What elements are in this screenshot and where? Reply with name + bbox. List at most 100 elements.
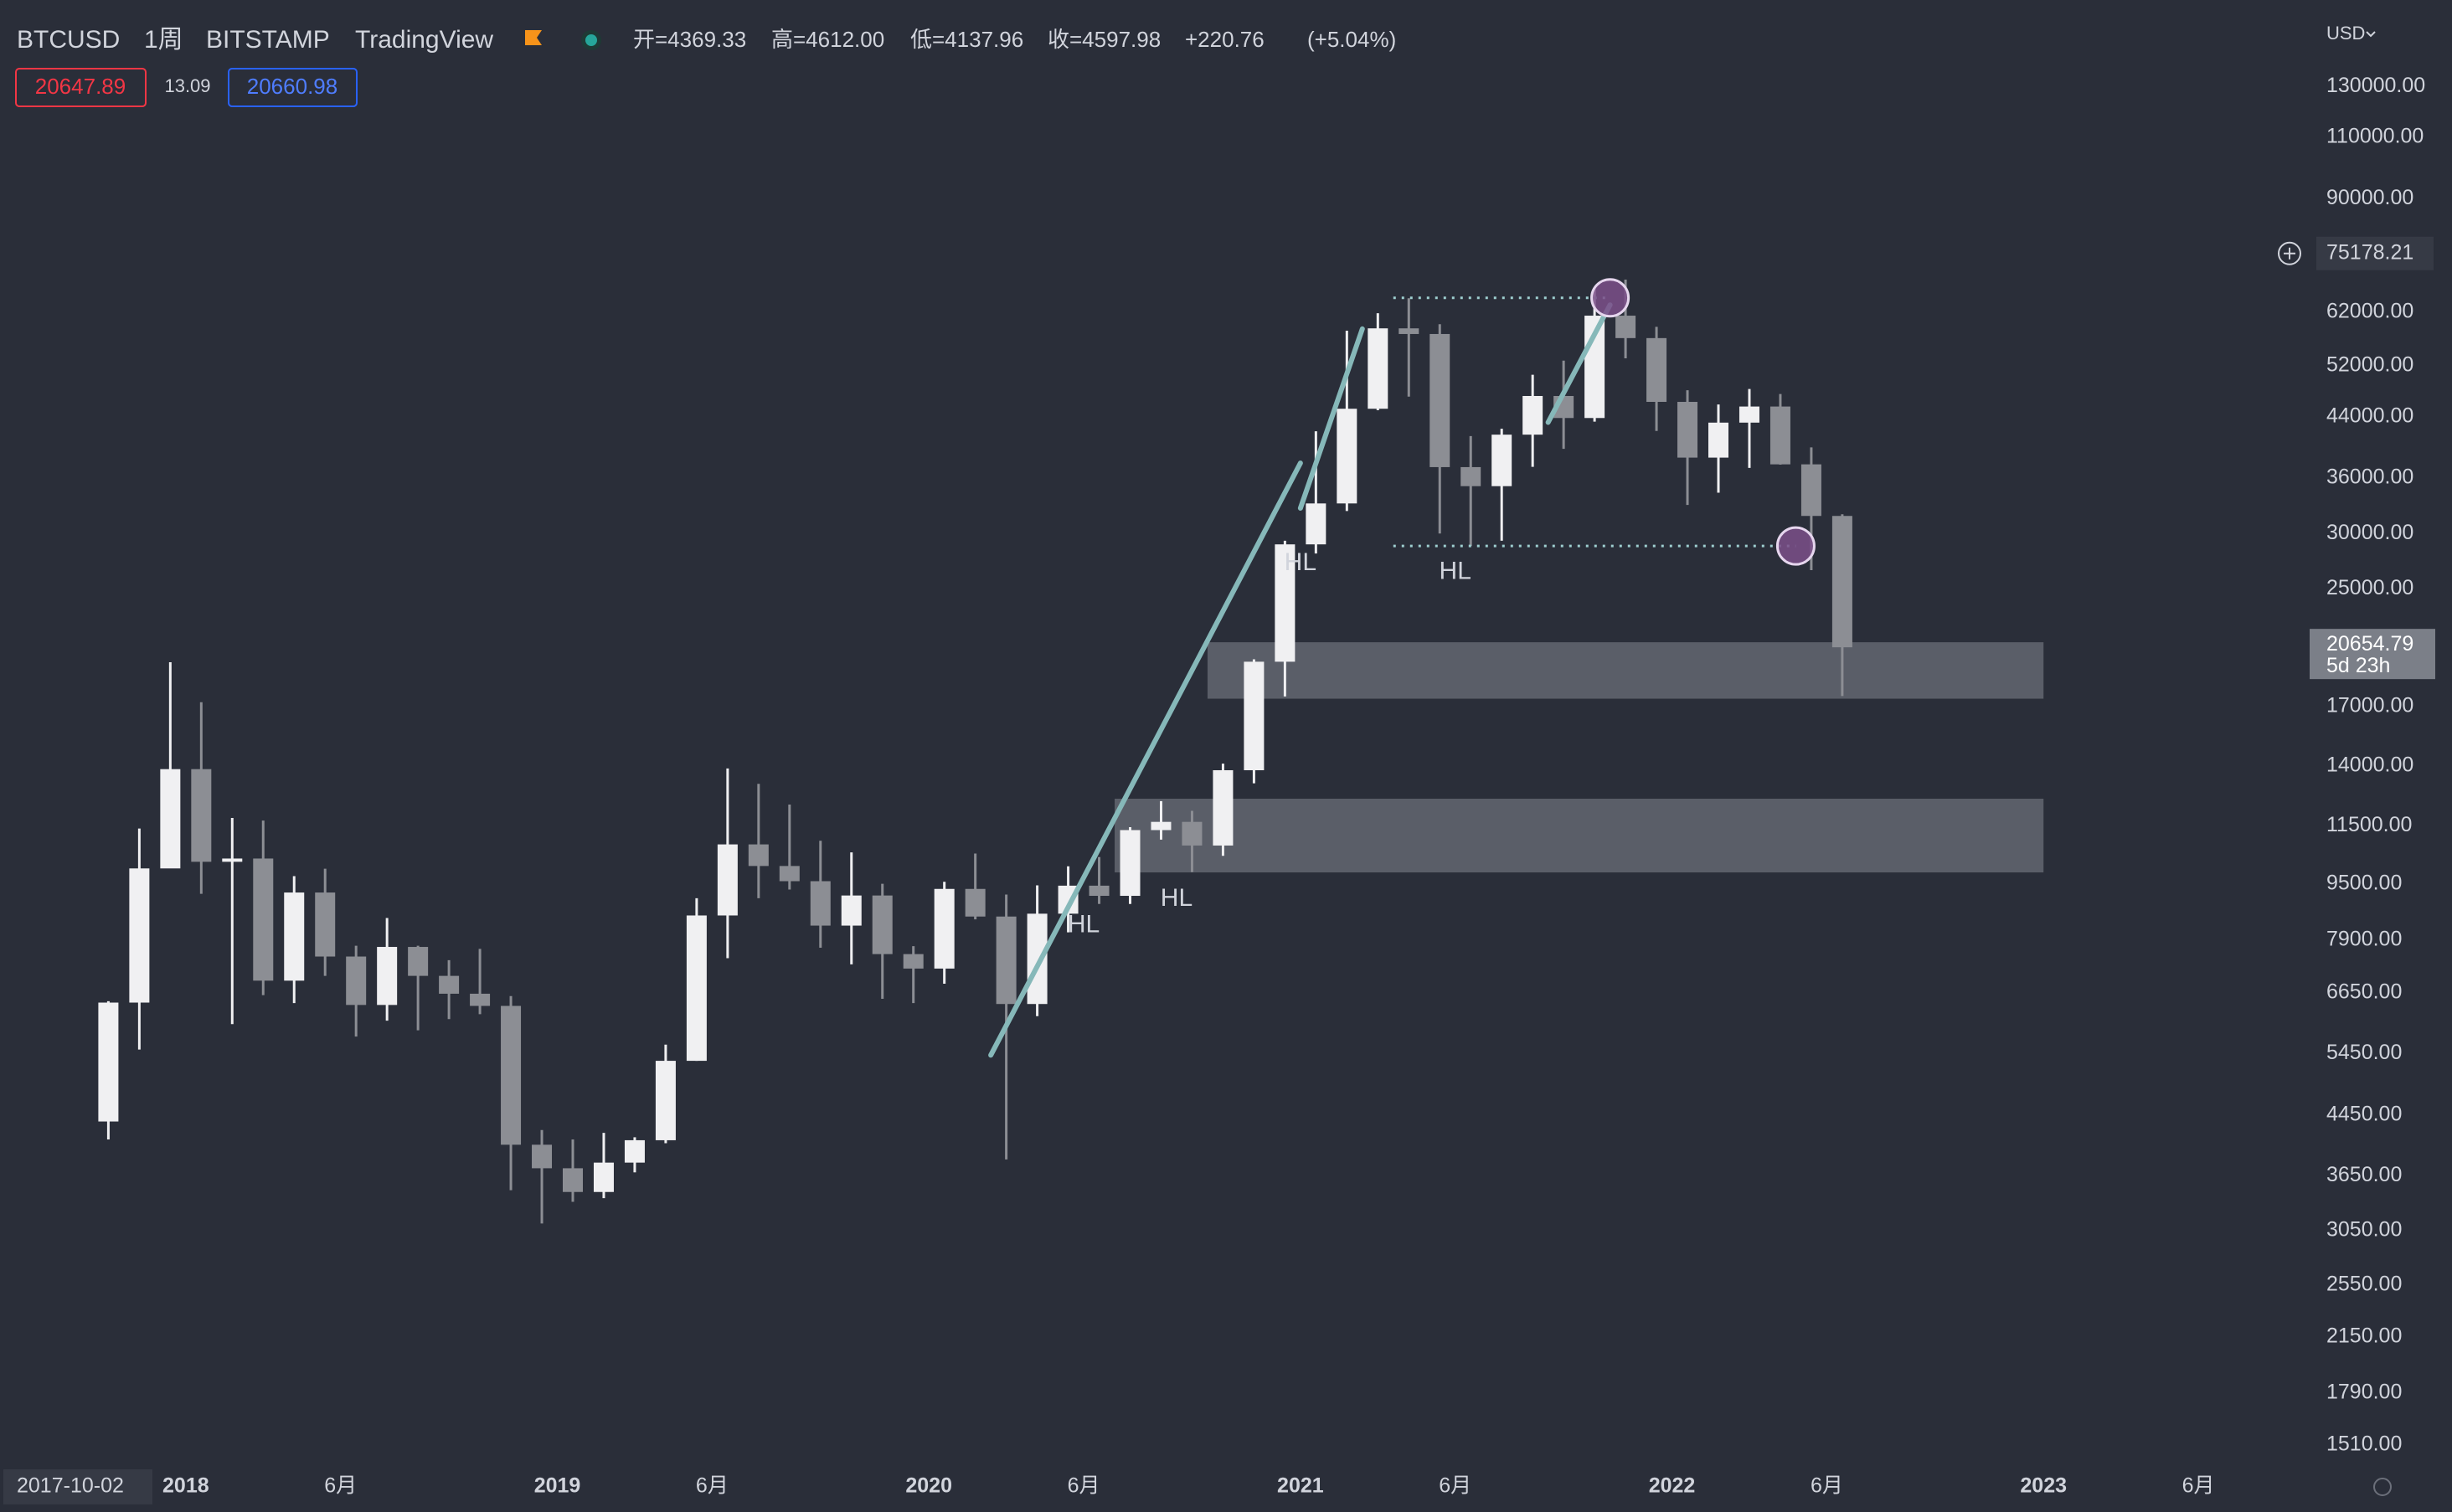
annotation-label: HL [1161, 884, 1193, 912]
candle-body [810, 881, 831, 926]
y-tick-label: 1790.00 [2326, 1380, 2402, 1403]
y-tick-label: 30000.00 [2326, 521, 2413, 544]
crosshair-price: 75178.21 [2326, 240, 2413, 264]
x-tick-label: 6月 [696, 1474, 729, 1498]
marker [1775, 526, 1816, 566]
y-tick-label: 14000.00 [2326, 753, 2413, 776]
x-tick-label: 6月 [324, 1474, 357, 1498]
symbol[interactable]: BTCUSD [17, 26, 120, 54]
y-tick-label: 36000.00 [2326, 465, 2413, 488]
bid-box[interactable] [15, 68, 147, 107]
candle-body [1244, 661, 1265, 771]
candle-body [222, 858, 243, 862]
candle-body [1646, 337, 1667, 403]
y-tick-label: 9500.00 [2326, 872, 2402, 895]
settings-icon[interactable] [2373, 1478, 2392, 1496]
candle-body [1275, 544, 1296, 662]
candle-body [1800, 464, 1821, 517]
add-alert-plus [2284, 247, 2295, 260]
y-tick-label: 90000.00 [2326, 186, 2413, 209]
candle-body [841, 895, 862, 926]
y-tick-label: 3050.00 [2326, 1217, 2402, 1241]
candle-body [284, 892, 305, 981]
currency[interactable]: USD [2326, 23, 2365, 44]
price-zone [1115, 798, 2044, 873]
last-price: 20654.79 [2326, 632, 2413, 656]
y-tick-label: 17000.00 [2326, 694, 2413, 717]
candle-body [1615, 316, 1636, 338]
marker [1590, 278, 1630, 318]
exchange: BITSTAMP [206, 26, 330, 54]
candle-body [996, 916, 1017, 1005]
candle-body [160, 769, 181, 869]
ask-box[interactable] [228, 68, 358, 107]
candle-body [377, 947, 398, 1005]
candle-body [1429, 333, 1450, 467]
currency-caret[interactable] [2366, 31, 2376, 38]
source: TradingView [355, 26, 493, 54]
candle-body [686, 915, 707, 1062]
ohlc-legend: 开=4369.33 [633, 27, 746, 52]
candle-body [1182, 821, 1203, 846]
interval[interactable]: 1周 [144, 26, 183, 54]
y-tick-label: 11500.00 [2326, 813, 2412, 836]
flag-icon[interactable] [525, 30, 542, 45]
candle-body [470, 993, 491, 1006]
y-tick-label: 110000.00 [2326, 125, 2424, 148]
annotation-label: HL [1285, 548, 1316, 576]
add-alert-icon[interactable] [2278, 241, 2301, 265]
candle-body [1708, 422, 1728, 458]
candle-body [346, 956, 367, 1005]
candle-body [315, 892, 336, 957]
y-tick-label: 130000.00 [2326, 74, 2425, 97]
x-tick-label: 6月 [2182, 1474, 2215, 1498]
x-tick-label: 2019 [534, 1474, 581, 1498]
x-tick-label: 2022 [1649, 1474, 1696, 1498]
candle-body [965, 888, 986, 917]
candle-body [563, 1168, 583, 1192]
last-price-bg [2310, 629, 2435, 680]
bid[interactable]: 20647.89 [35, 74, 126, 99]
candle-body [872, 895, 893, 954]
candle-body [1337, 409, 1357, 504]
candle-body [191, 769, 212, 862]
y-tick-label: 7900.00 [2326, 928, 2402, 951]
candle-body [1089, 885, 1110, 897]
candle-body [624, 1139, 645, 1163]
y-tick-label: 2150.00 [2326, 1324, 2402, 1348]
y-tick-label: 52000.00 [2326, 353, 2413, 377]
spread: 13.09 [164, 75, 210, 96]
candle-body [439, 975, 460, 994]
ohlc-legend: 低=4137.96 [910, 27, 1023, 52]
candle-body [129, 868, 150, 1003]
candle-body [1213, 770, 1234, 846]
cursor-date: 2017-10-02 [17, 1474, 124, 1498]
candle-body [1027, 913, 1048, 1005]
ask[interactable]: 20660.98 [247, 74, 337, 99]
trend-line [1545, 302, 1613, 425]
y-tick-label: 2550.00 [2326, 1272, 2402, 1295]
trend-line [988, 460, 1303, 1058]
y-tick-label: 4450.00 [2326, 1103, 2402, 1126]
countdown: 5d 23h [2326, 654, 2390, 677]
y-tick-label: 62000.00 [2326, 300, 2413, 323]
candle-body [717, 844, 738, 916]
ohlc-legend: 收=4597.98 [1048, 27, 1161, 52]
annotation-label: HL [1068, 910, 1100, 938]
x-tick-label: 2021 [1277, 1474, 1324, 1498]
crosshair-label-bg [2316, 236, 2434, 270]
candle-body [1769, 406, 1790, 465]
x-tick-label: 6月 [1811, 1474, 1843, 1498]
candle-body [1677, 402, 1698, 458]
candle-body [934, 888, 955, 969]
x-tick-label: 2020 [905, 1474, 952, 1498]
candle-body [1368, 328, 1388, 409]
candle-body [779, 866, 800, 882]
candle-body [408, 947, 429, 976]
x-tick-label: 2023 [2020, 1474, 2067, 1498]
plot-area: 130000.00 110000.00 90000.00 62000.00 52000.… [98, 74, 2425, 1498]
candle-body [1460, 466, 1481, 486]
y-tick-label: 25000.00 [2326, 576, 2413, 599]
ohlc-legend: +220.76 [1185, 27, 1265, 52]
